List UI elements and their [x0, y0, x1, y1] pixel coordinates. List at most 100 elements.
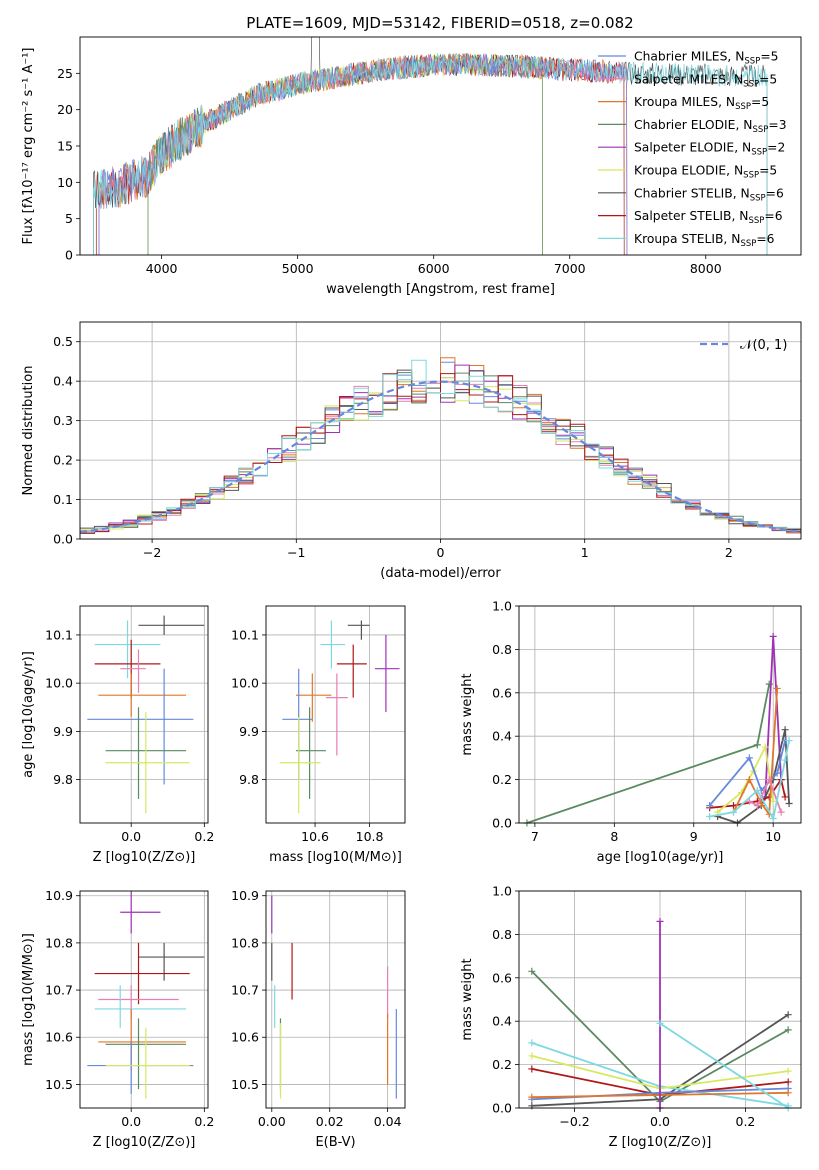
y-tick-label: 10 — [57, 175, 73, 190]
x-tick-label: 0.04 — [374, 1114, 402, 1129]
x-tick-label: 8000 — [690, 261, 722, 276]
series-marker-kroupa_stelib — [769, 815, 777, 823]
series-marker-kroupa_stelib — [528, 1039, 536, 1047]
y-tick-label: 0.3 — [53, 413, 73, 428]
plot-area — [87, 615, 205, 814]
legend-entry: Salpeter ELODIE, NSSP=2 — [634, 141, 785, 158]
series-marker-salpeter_elodie — [769, 632, 777, 640]
figure-title: PLATE=1609, MJD=53142, FIBERID=0518, z=0… — [246, 14, 633, 32]
y-tick-label: 0.1 — [53, 492, 73, 507]
series-marker-salpeter_stelib — [765, 793, 773, 801]
y-tick-label: 0.8 — [492, 642, 512, 657]
y-tick-label: 9.9 — [53, 724, 73, 739]
x-tick-label: 0.02 — [316, 1114, 344, 1129]
y-tick-label: 10.8 — [231, 935, 259, 950]
plot-area — [87, 891, 205, 1099]
y-axis-label: mass [log10(M/M⊙)] — [21, 933, 36, 1066]
series-marker-kroupa_stelib — [781, 756, 789, 764]
y-axis-label: mass weight — [460, 958, 475, 1040]
series-marker-chabrier_stelib — [781, 726, 789, 734]
histogram-kroupa_stelib — [80, 359, 801, 533]
legend-entry: Chabrier ELODIE, NSSP=3 — [634, 118, 787, 135]
legend-entry: Salpeter MILES, NSSP=5 — [634, 72, 777, 89]
x-tick-label: 0.2 — [736, 1114, 756, 1129]
legend-entry: 𝒩(0, 1) — [740, 338, 787, 353]
axes-frame — [79, 605, 209, 824]
x-tick-label: 6000 — [418, 261, 450, 276]
series-line-salpeter_stelib — [709, 777, 786, 809]
series-marker-kroupa_stelib — [753, 786, 761, 794]
series-line-kroupa_stelib — [709, 740, 790, 822]
series-marker-chabrier_miles — [745, 754, 753, 762]
y-tick-label: 10.7 — [231, 983, 259, 998]
axes-frame — [79, 890, 209, 1109]
x-tick-label: 10.8 — [356, 829, 384, 844]
x-tick-label: 5000 — [282, 261, 314, 276]
legend-entry: Chabrier MILES, NSSP=5 — [634, 50, 778, 67]
y-axis-label: Flux [fλ10⁻¹⁷ erg cm⁻² s⁻¹ A⁻¹] — [21, 48, 36, 245]
panels: Chabrier MILES, NSSP=5 Salpeter MILES, NS… — [21, 36, 802, 1150]
y-tick-label: 10.0 — [231, 676, 259, 691]
legend-entry: Chabrier STELIB, NSSP=6 — [634, 186, 784, 203]
series-marker-salpeter_miles — [753, 802, 761, 810]
y-tick-label: 9.8 — [239, 772, 259, 787]
axes-frame — [518, 605, 802, 824]
series-marker-salpeter_miles — [777, 808, 785, 816]
x-tick-label: 4000 — [146, 261, 178, 276]
spectrum-line-kroupa_stelib — [93, 53, 768, 256]
y-tick-label: 5 — [65, 211, 73, 226]
series-marker-kroupa_miles — [745, 776, 753, 784]
axes-frame — [518, 890, 802, 1109]
y-tick-label: 10.5 — [45, 1077, 73, 1092]
x-tick-label: 0.0 — [121, 1114, 141, 1129]
y-tick-label: 0.0 — [492, 1101, 512, 1116]
axes-frame — [265, 890, 406, 1109]
x-tick-label: 0.2 — [194, 829, 214, 844]
y-tick-label: 10.9 — [231, 888, 259, 903]
series-marker-kroupa_miles — [784, 1089, 792, 1097]
axes-frame — [79, 321, 802, 540]
x-axis-label: Z [log10(Z/Z⊙)] — [609, 1135, 712, 1150]
y-tick-label: 0.4 — [492, 729, 512, 744]
series-line-chabrier_stelib — [717, 729, 790, 824]
series-marker-salpeter_miles — [745, 797, 753, 805]
legend: Chabrier MILES, NSSP=5 Salpeter MILES, NS… — [598, 50, 787, 249]
y-tick-label: 0.2 — [53, 453, 73, 468]
axes-frame — [79, 36, 802, 256]
series-marker-salpeter_miles — [765, 776, 773, 784]
series-marker-chabrier_stelib — [784, 1011, 792, 1019]
y-tick-label: 20 — [57, 102, 73, 117]
panel-weight-vs-age: 7 8 9 10 0.0 0.2 0.4 0.6 0.8 1.0 age [log10(age/yr… — [460, 599, 802, 865]
y-tick-label: 15 — [57, 139, 73, 154]
y-tick-label: 0.2 — [492, 1057, 512, 1072]
y-tick-label: 10.1 — [231, 627, 259, 642]
y-tick-label: 0.0 — [492, 816, 512, 831]
y-tick-label: 9.8 — [53, 772, 73, 787]
series-marker-chabrier_stelib — [785, 799, 793, 807]
plot-area — [271, 895, 397, 1099]
x-tick-label: 0.0 — [121, 829, 141, 844]
series-marker-kroupa_stelib — [656, 1019, 664, 1027]
series-marker-kroupa_miles — [528, 1093, 536, 1101]
y-axis-label: Normed distribution — [21, 366, 36, 496]
y-tick-label: 0.4 — [492, 1014, 512, 1029]
y-axis-label: mass weight — [460, 673, 475, 755]
y-tick-label: 0.6 — [492, 685, 512, 700]
x-axis-label: Z [log10(Z/Z⊙)] — [93, 850, 196, 865]
y-tick-label: 0.8 — [492, 927, 512, 942]
x-tick-label: 7000 — [554, 261, 586, 276]
series-marker-chabrier_elodie — [784, 1026, 792, 1034]
plot-area — [528, 917, 792, 1112]
panel-residuals: 𝒩(0, 1) −2 −1 0 1 2 0.0 0.1 0.2 0.3 0.4 0.5 (data-mo… — [21, 321, 802, 581]
x-tick-label: 7 — [531, 829, 539, 844]
spectrum-line-salpeter_miles — [98, 53, 628, 256]
series-marker-kroupa_elodie — [528, 1052, 536, 1060]
series-marker-kroupa_stelib — [785, 737, 793, 745]
series-marker-salpeter_stelib — [784, 1078, 792, 1086]
x-axis-label: E(B-V) — [315, 1135, 355, 1150]
y-tick-label: 0 — [65, 248, 73, 263]
plot-area: 𝒩(0, 1) — [79, 338, 802, 534]
panel-mass-vs-Z: 0.0 0.2 10.5 10.6 10.7 10.8 10.9 Z [log10(Z/Z⊙)… — [21, 888, 214, 1150]
x-tick-label: 8 — [610, 829, 618, 844]
